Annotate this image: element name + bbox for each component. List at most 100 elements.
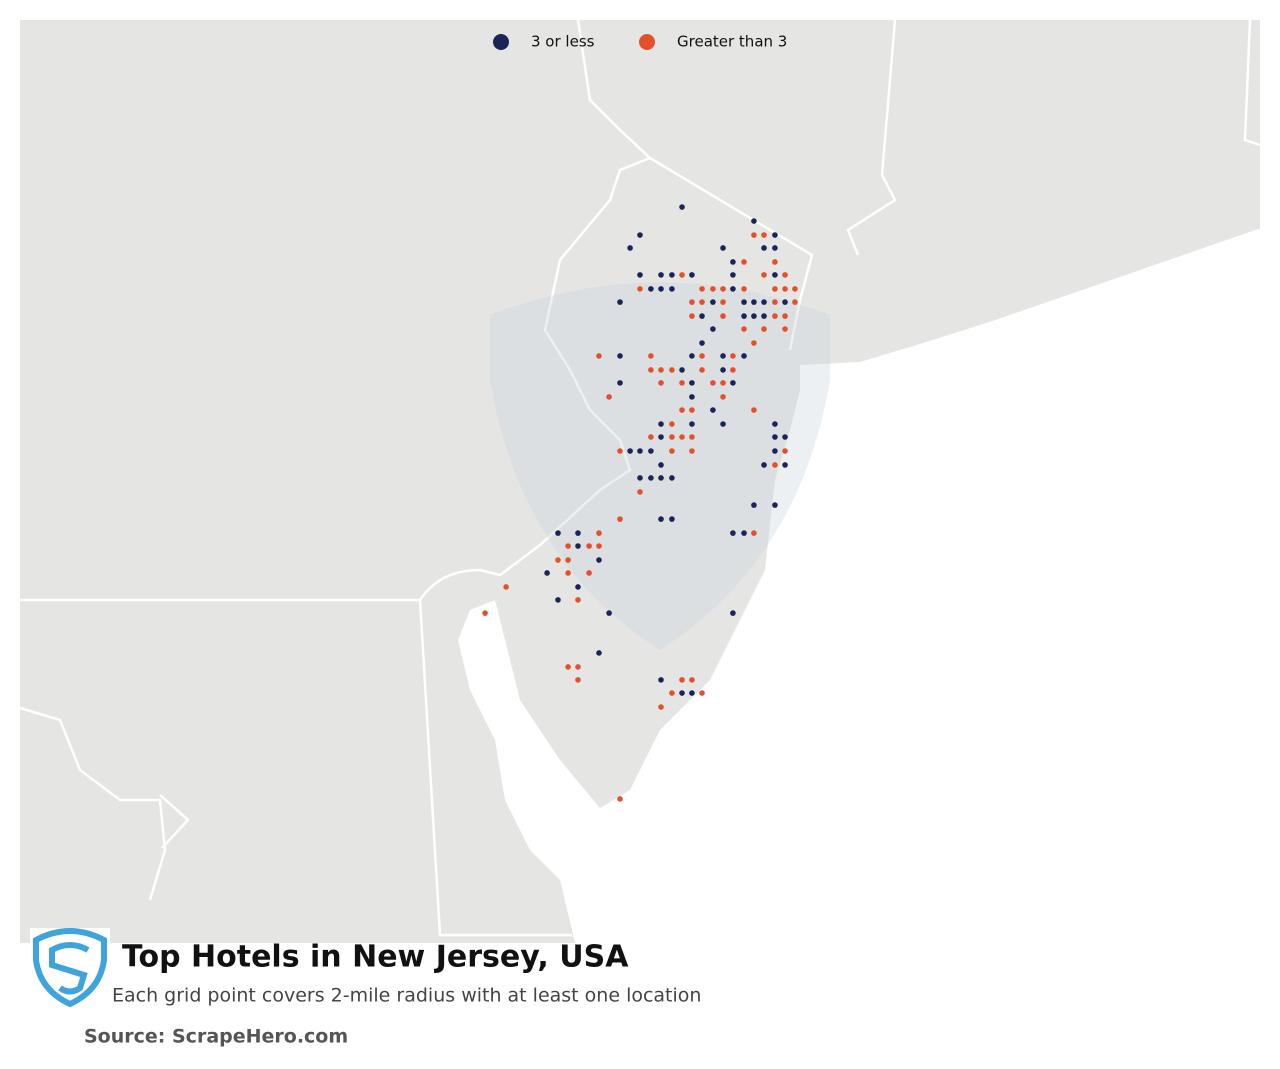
grid-point: [669, 448, 675, 454]
grid-point: [761, 232, 767, 238]
grid-point: [658, 475, 664, 481]
borders: [19, 19, 1261, 937]
grid-point: [658, 286, 664, 292]
legend-swatch: [639, 34, 655, 50]
grid-point: [637, 286, 643, 292]
grid-point: [575, 530, 581, 536]
grid-point: [669, 421, 675, 427]
grid-point: [720, 421, 726, 427]
grid-point: [586, 570, 592, 576]
grid-point: [699, 690, 705, 696]
grid-point: [699, 340, 705, 346]
grid-point: [699, 299, 705, 305]
grid-point: [575, 597, 581, 603]
grid-point: [679, 367, 685, 373]
grid-point: [617, 299, 623, 305]
grid-point: [751, 340, 757, 346]
grid-point: [699, 286, 705, 292]
basemap: [19, 19, 1261, 943]
logo: [30, 928, 110, 1010]
grid-point: [637, 232, 643, 238]
grid-point: [761, 245, 767, 251]
grid-point: [720, 367, 726, 373]
grid-point: [730, 353, 736, 359]
legend-label: 3 or less: [531, 33, 595, 51]
grid-point: [751, 232, 757, 238]
grid-point: [617, 353, 623, 359]
grid-point: [730, 272, 736, 278]
grid-point: [596, 353, 602, 359]
grid-point: [669, 516, 675, 522]
grid-point: [782, 272, 788, 278]
grid-point: [699, 367, 705, 373]
map-title: Top Hotels in New Jersey, USA: [122, 940, 629, 975]
grid-point: [689, 299, 695, 305]
grid-point: [751, 313, 757, 319]
grid-point: [720, 353, 726, 359]
grid-point: [751, 299, 757, 305]
grid-point: [710, 326, 716, 332]
grid-point: [720, 286, 726, 292]
grid-point: [689, 380, 695, 386]
grid-point: [637, 475, 643, 481]
grid-point: [689, 407, 695, 413]
grid-point: [720, 299, 726, 305]
grid-point: [689, 421, 695, 427]
grid-point: [710, 286, 716, 292]
grid-point: [679, 272, 685, 278]
grid-point: [679, 690, 685, 696]
grid-point: [658, 434, 664, 440]
grid-point: [503, 584, 509, 590]
grid-point: [710, 407, 716, 413]
grid-point: [772, 434, 778, 440]
grid-point: [741, 353, 747, 359]
grid-point: [565, 543, 571, 549]
grid-point: [720, 394, 726, 400]
grid-point: [772, 421, 778, 427]
grid-point: [658, 516, 664, 522]
grid-point: [782, 299, 788, 305]
grid-point: [689, 448, 695, 454]
grid-point: [648, 286, 654, 292]
grid-point: [658, 367, 664, 373]
map-subtitle: Each grid point covers 2-mile radius wit…: [112, 985, 701, 1007]
grid-point: [679, 677, 685, 683]
grid-point: [617, 448, 623, 454]
grid-point: [565, 664, 571, 670]
logo-s: [49, 942, 90, 995]
grid-point: [782, 462, 788, 468]
grid-point: [627, 448, 633, 454]
logo-shield: [33, 928, 107, 1008]
grid-point: [596, 557, 602, 563]
grid-point: [679, 380, 685, 386]
grid-point: [648, 434, 654, 440]
grid-point: [772, 462, 778, 468]
grid-point: [669, 475, 675, 481]
legend-label: Greater than 3: [677, 33, 787, 51]
grid-point: [792, 286, 798, 292]
grid-point: [617, 380, 623, 386]
grid-point: [586, 543, 592, 549]
grid-point: [575, 677, 581, 683]
grid-point: [658, 704, 664, 710]
grid-point: [555, 597, 561, 603]
grid-point: [730, 610, 736, 616]
long-island: [830, 170, 1232, 345]
grid-point: [565, 557, 571, 563]
grid-point: [689, 313, 695, 319]
grid-point: [679, 204, 685, 210]
legend-swatch: [493, 34, 509, 50]
grid-point: [658, 421, 664, 427]
grid-point: [544, 570, 550, 576]
grid-point: [720, 380, 726, 386]
grid-point: [689, 677, 695, 683]
grid-point: [782, 313, 788, 319]
grid-point: [575, 543, 581, 549]
grid-point: [782, 448, 788, 454]
grid-point: [565, 570, 571, 576]
grid-point: [648, 353, 654, 359]
grid-point: [792, 299, 798, 305]
grid-point: [751, 407, 757, 413]
grid-point: [761, 462, 767, 468]
